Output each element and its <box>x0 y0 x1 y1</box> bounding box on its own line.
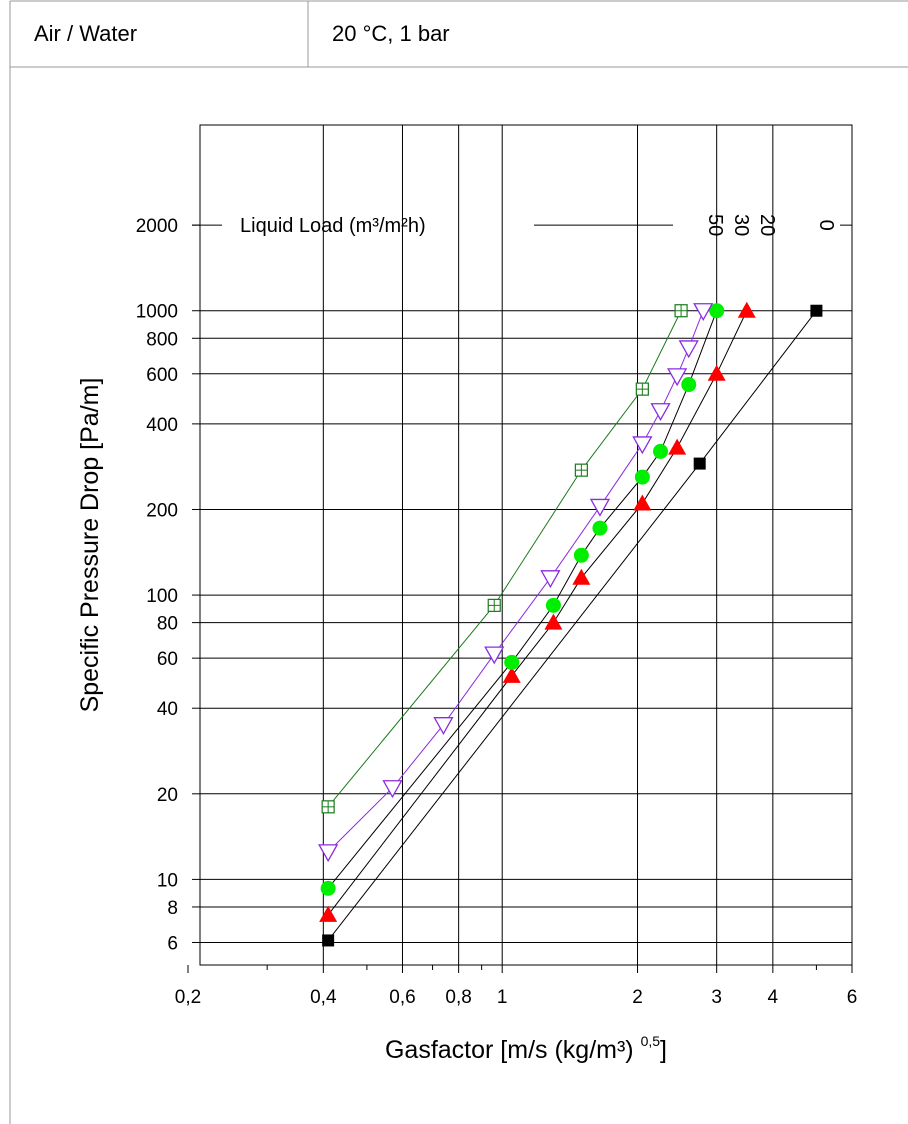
data-point-30 <box>504 654 520 670</box>
x-axis-title: Gasfactor [m/s (kg/m³) 0,5] <box>385 1033 667 1064</box>
data-point-50 <box>667 368 688 387</box>
data-point-20 <box>319 905 338 922</box>
data-point-50 <box>484 646 505 665</box>
data-point-50 <box>382 780 403 799</box>
data-point-0 <box>322 934 335 947</box>
plot-border <box>199 124 853 966</box>
data-point-50 <box>678 340 699 359</box>
data-point-50 <box>693 303 714 322</box>
data-point-50 <box>632 436 653 455</box>
data-point-50 <box>433 717 454 736</box>
y-tick-label: 6 <box>167 933 178 954</box>
x-tick-label: 0,8 <box>445 987 471 1008</box>
y-tick-label: 40 <box>157 699 178 720</box>
data-point-20 <box>502 666 521 683</box>
y-tick-label: 20 <box>157 785 178 806</box>
data-point-30 <box>592 520 608 536</box>
data-point-30 <box>681 377 697 393</box>
x-tick-label: 0,6 <box>389 987 415 1008</box>
data-point-30 <box>545 597 561 613</box>
y-tick-label: 1000 <box>136 302 178 323</box>
data-point-0 <box>693 457 706 470</box>
y-tick-label: 8 <box>167 898 178 919</box>
y-tick-label: 10 <box>157 870 178 891</box>
y-tick-label: 200 <box>146 500 178 521</box>
x-tick-label: 6 <box>847 987 858 1008</box>
y-tick-label: 400 <box>146 415 178 436</box>
data-point-30 <box>634 469 650 485</box>
legend-entry-30: 30 <box>730 214 752 236</box>
data-point-50 <box>650 403 671 422</box>
legend-entry-50: 50 <box>704 214 726 236</box>
legend-title: Liquid Load (m³/m²h) <box>240 215 426 237</box>
header-conditions-left: Air / Water <box>34 21 138 46</box>
plot-area: 0,2 0,4 0,6 0,8 1 2 3 4 668102040608010020040060… <box>76 124 858 1064</box>
y-tick-label: 100 <box>146 586 178 607</box>
data-point-20 <box>707 364 726 381</box>
legend-entry-0: 0 <box>815 220 837 231</box>
data-point-20 <box>544 613 563 630</box>
series-line-30 <box>327 310 718 889</box>
header-conditions-right: 20 °C, 1 bar <box>332 21 450 46</box>
y-tick-label: 60 <box>157 649 178 670</box>
series-line-extra <box>327 310 682 808</box>
y-axis-title: Specific Pressure Drop [Pa/m] <box>76 378 104 713</box>
data-point-20 <box>633 494 652 511</box>
x-tick-label: 0,2 <box>175 987 201 1008</box>
x-tick-label: 3 <box>711 987 722 1008</box>
data-point-30 <box>653 443 669 459</box>
data-point-30 <box>320 880 336 896</box>
y-tick-label: 2000 <box>136 216 178 237</box>
data-point-20 <box>668 438 687 455</box>
x-tick-label: 1 <box>497 987 508 1008</box>
data-point-50 <box>318 844 339 863</box>
data-point-20 <box>737 301 756 318</box>
legend-entry-20: 20 <box>756 214 778 236</box>
data-point-30 <box>573 547 589 563</box>
x-tick-label: 4 <box>768 987 779 1008</box>
series-line-0 <box>327 310 817 941</box>
x-tick-label: 0,4 <box>310 987 337 1008</box>
y-tick-label: 80 <box>157 614 178 635</box>
series-line-20 <box>327 310 748 916</box>
y-tick-label: 800 <box>146 329 178 350</box>
data-point-50 <box>540 570 561 589</box>
y-tick-label: 600 <box>146 365 178 386</box>
x-tick-label: 2 <box>632 987 643 1008</box>
data-point-0 <box>810 304 823 317</box>
data-point-30 <box>709 303 725 319</box>
data-point-50 <box>589 498 611 517</box>
data-point-20 <box>572 568 591 585</box>
